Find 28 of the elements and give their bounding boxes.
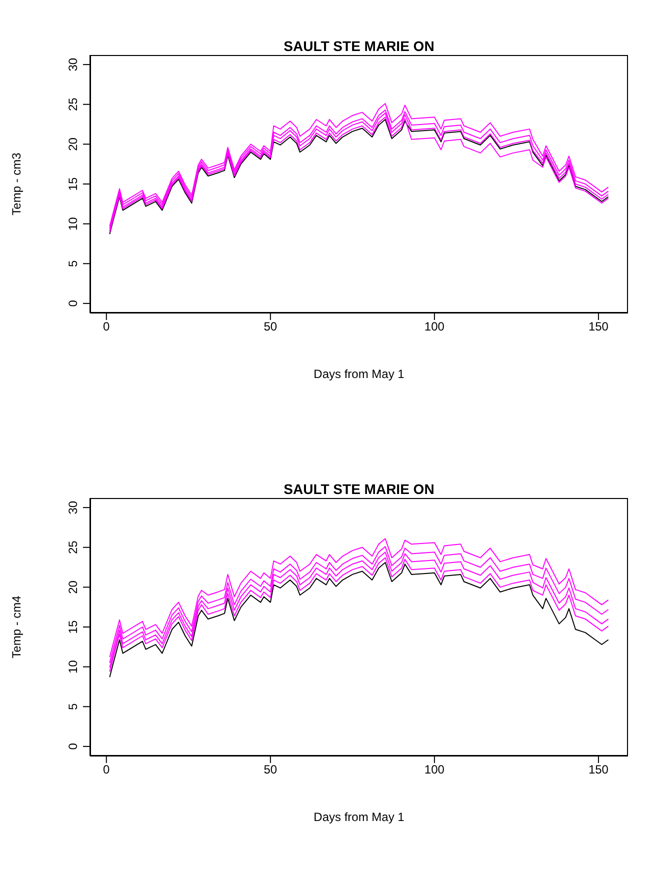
y-axis-title: Temp - cm4	[9, 595, 24, 658]
y-tick-label: 0	[66, 300, 80, 307]
y-tick-label: 30	[66, 58, 80, 72]
y-tick-label: 15	[66, 177, 80, 191]
y-tick-label: 10	[66, 660, 80, 674]
y-tick-label: 30	[66, 500, 80, 514]
x-tick-label: 100	[424, 320, 445, 334]
chart-title: SAULT STE MARIE ON	[282, 480, 436, 497]
x-tick-label: 0	[103, 320, 110, 334]
x-tick-label: 150	[588, 320, 609, 334]
y-tick-label: 10	[66, 216, 80, 230]
y-tick-label: 20	[66, 137, 80, 151]
x-tick-label: 50	[264, 320, 278, 334]
x-axis-title: Days from May 1	[314, 367, 405, 381]
chart-title: SAULT STE MARIE ON	[282, 37, 436, 54]
x-tick-label: 100	[424, 762, 445, 777]
y-tick-label: 5	[66, 702, 80, 710]
y-tick-label: 25	[66, 97, 80, 112]
y-tick-label: 5	[66, 260, 80, 267]
x-axis-title: Days from May 1	[314, 810, 405, 824]
y-tick-label: 20	[66, 580, 80, 594]
y-tick-label: 0	[66, 742, 80, 750]
x-tick-label: 50	[264, 762, 278, 777]
x-tick-label: 0	[103, 762, 110, 777]
y-axis-title: Temp - cm3	[9, 152, 24, 216]
y-tick-label: 25	[66, 540, 80, 554]
x-tick-label: 150	[588, 762, 609, 777]
y-tick-label: 15	[66, 620, 80, 634]
